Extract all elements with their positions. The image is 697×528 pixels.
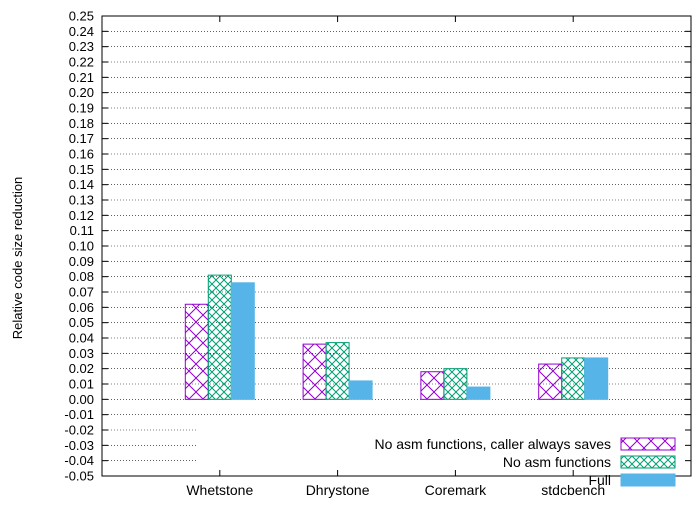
y-tick-label: -0.02 (64, 423, 94, 438)
legend-label: No asm functions (503, 454, 611, 470)
y-tick-label: 0.06 (69, 300, 94, 315)
y-tick-label: 0.11 (70, 223, 94, 238)
legend-swatch (620, 455, 676, 469)
y-tick-label: 0.10 (69, 239, 94, 254)
y-tick-label: 0.01 (69, 377, 94, 392)
bar (184, 303, 209, 400)
bar (538, 363, 563, 400)
gridlines (102, 31, 691, 461)
bar (466, 386, 491, 400)
y-tick-label: 0.15 (69, 162, 94, 177)
legend-swatch (620, 437, 676, 451)
bar (207, 274, 232, 400)
y-tick-label: 0.16 (69, 147, 94, 162)
y-tick-label: 0.21 (69, 70, 94, 85)
bar (325, 342, 350, 400)
y-tick-label: 0.22 (69, 55, 94, 70)
axes: -0.05-0.04-0.03-0.02-0.010.000.010.020.0… (64, 9, 692, 498)
y-tick-label: 0.04 (69, 331, 94, 346)
y-tick-label: 0.02 (69, 361, 94, 376)
y-tick-label: -0.03 (64, 438, 94, 453)
y-tick-label: 0.12 (69, 208, 94, 223)
y-tick-label: -0.05 (64, 469, 94, 484)
bar (348, 380, 373, 400)
legend-label: No asm functions, caller always saves (374, 436, 611, 452)
y-tick-label: 0.24 (69, 24, 94, 39)
y-tick-label: 0.17 (69, 131, 94, 146)
bar (443, 368, 468, 400)
y-tick-label: -0.01 (64, 407, 94, 422)
y-tick-label: 0.07 (69, 285, 94, 300)
y-tick-label: 0.08 (69, 269, 94, 284)
bar (584, 357, 609, 400)
bar (420, 371, 445, 400)
legend-swatch (620, 473, 676, 487)
y-tick-label: 0.18 (69, 116, 94, 131)
y-tick-label: 0.03 (69, 346, 94, 361)
y-axis-label: Relative code size reduction (10, 177, 25, 340)
plot-frame (101, 15, 692, 477)
legend: No asm functions, caller always saves No … (374, 436, 676, 488)
x-tick-label: Whetstone (186, 482, 253, 498)
y-tick-label: 0.13 (69, 193, 94, 208)
y-tick-label: 0.25 (69, 9, 94, 24)
x-tick-label: Dhrystone (306, 482, 370, 498)
bar (561, 357, 586, 400)
y-tick-label: 0.05 (69, 315, 94, 330)
y-tick-label: 0.14 (69, 177, 94, 192)
bar (230, 282, 255, 400)
y-tick-label: 0.20 (69, 85, 94, 100)
y-tick-label: 0.00 (69, 392, 94, 407)
y-tick-label: 0.19 (69, 101, 94, 116)
x-tick-label: stdcbench (541, 482, 605, 498)
bar (302, 343, 327, 400)
y-tick-label: 0.09 (69, 254, 94, 269)
legend-label: Full (588, 472, 611, 488)
x-tick-label: Coremark (425, 482, 487, 498)
y-tick-label: 0.23 (69, 39, 94, 54)
bars (184, 274, 609, 400)
y-tick-label: -0.04 (64, 453, 94, 468)
